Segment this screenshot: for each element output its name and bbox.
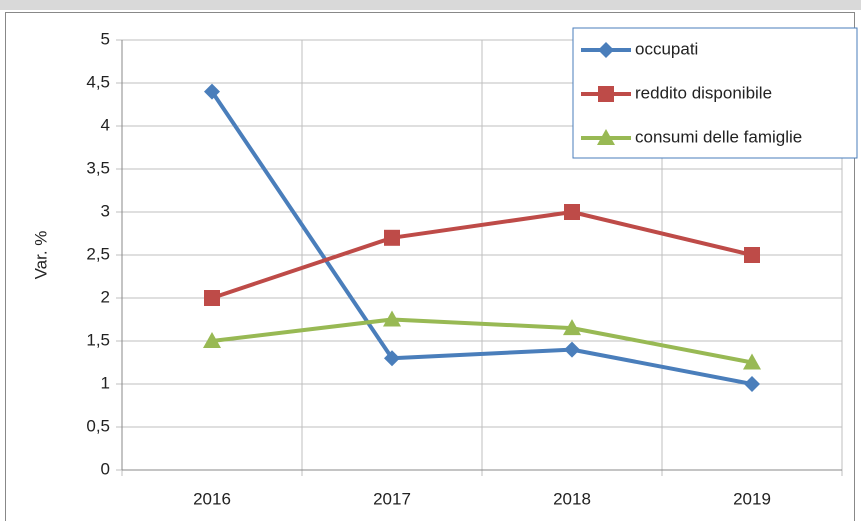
y-tick-label: 4 bbox=[101, 115, 110, 134]
x-tick-label: 2016 bbox=[193, 489, 231, 508]
data-point bbox=[744, 376, 760, 392]
x-tick-label: 2019 bbox=[733, 489, 771, 508]
data-point bbox=[203, 332, 221, 348]
top-band bbox=[0, 0, 861, 10]
y-tick-label: 3 bbox=[101, 201, 110, 220]
y-tick-label: 0 bbox=[101, 459, 110, 478]
data-point bbox=[384, 350, 400, 367]
data-point bbox=[564, 341, 580, 358]
y-tick-label: 2 bbox=[101, 287, 110, 306]
x-tick-label: 2017 bbox=[373, 489, 411, 508]
y-tick-label: 1,5 bbox=[86, 330, 110, 349]
y-tick-label: 1 bbox=[101, 373, 110, 392]
data-point bbox=[383, 310, 401, 327]
data-point bbox=[204, 290, 220, 306]
legend-label: reddito disponibile bbox=[635, 83, 772, 102]
series-line bbox=[211, 210, 753, 300]
series-line bbox=[211, 317, 753, 365]
y-tick-label: 2,5 bbox=[86, 244, 110, 263]
data-point bbox=[204, 83, 220, 100]
legend-marker bbox=[598, 42, 614, 58]
y-tick-label: 3,5 bbox=[86, 158, 110, 177]
legend-marker bbox=[598, 86, 614, 102]
y-axis-label: Var. % bbox=[31, 231, 50, 280]
y-tick-label: 5 bbox=[101, 29, 110, 48]
y-tick-label: 4,5 bbox=[86, 72, 110, 91]
legend-marker bbox=[597, 129, 615, 145]
legend-label: consumi delle famiglie bbox=[635, 127, 802, 146]
x-tick-label: 2018 bbox=[553, 489, 591, 508]
data-point bbox=[384, 229, 400, 246]
data-point bbox=[743, 353, 761, 370]
data-point bbox=[563, 319, 581, 336]
y-tick-label: 0,5 bbox=[86, 416, 110, 435]
legend-label: occupati bbox=[635, 39, 698, 58]
data-point bbox=[564, 204, 580, 220]
data-point bbox=[744, 247, 760, 263]
series-line bbox=[210, 90, 753, 386]
